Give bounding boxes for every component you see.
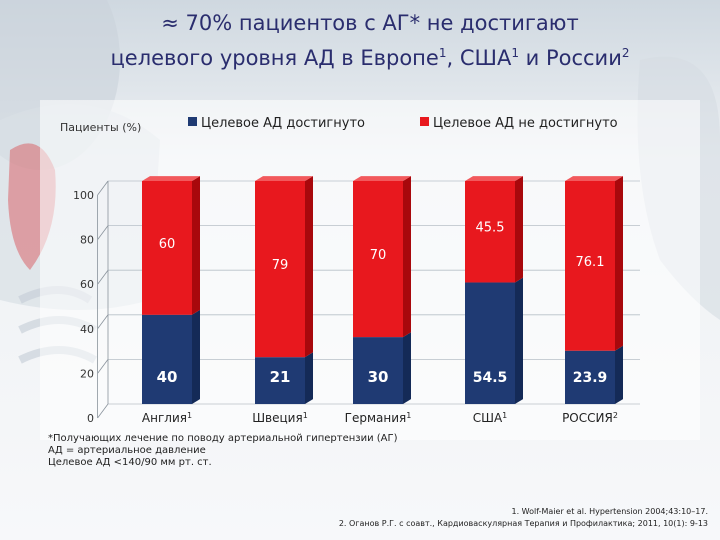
y-tick-label: 100 <box>73 189 94 202</box>
bar-side-not-achieved <box>192 176 200 315</box>
bar-not-achieved <box>465 181 515 283</box>
bar-achieved <box>565 350 615 404</box>
bar-achieved <box>353 337 403 404</box>
legend-item-achieved: Целевое АД достигнуто <box>188 116 365 131</box>
data-label-achieved: 30 <box>368 368 389 386</box>
y-tick-label: 20 <box>80 367 94 380</box>
bar-top-face <box>353 176 411 181</box>
legend-swatch-not-achieved <box>420 117 429 126</box>
bar-achieved <box>255 357 305 404</box>
bar-top-face <box>565 176 623 181</box>
gridline-depth <box>97 359 109 374</box>
bar-side-achieved <box>403 332 411 404</box>
bar-side-not-achieved <box>615 176 623 351</box>
footnote: *Получающих лечение по поводу артериальн… <box>48 433 398 469</box>
bar-top-face <box>255 176 313 181</box>
gridline-depth <box>97 403 109 419</box>
data-label-not-achieved: 76.1 <box>576 255 605 270</box>
gridline-depth <box>97 269 109 285</box>
bar-side-not-achieved <box>403 176 411 338</box>
gridline-depth <box>97 314 109 330</box>
data-label-not-achieved: 60 <box>159 237 176 252</box>
y-tick-label: 80 <box>80 234 94 247</box>
data-label-achieved: 21 <box>270 368 291 386</box>
references: 1. Wolf-Maier et al. Hypertension 2004;4… <box>339 506 708 530</box>
legend-item-not-achieved: Целевое АД не достигнуто <box>420 116 618 131</box>
title-sup-2: 1 <box>511 46 519 60</box>
title-line-2b: , США <box>446 46 512 70</box>
title-line-2a: целевого уровня АД в Европе <box>110 46 439 70</box>
bar-achieved <box>465 282 515 404</box>
bar-top-face <box>465 176 523 181</box>
bar-side-achieved <box>615 345 623 404</box>
bar-top-face <box>142 176 200 181</box>
x-tick-label: Швеция1 <box>252 411 308 426</box>
bar-side-not-achieved <box>305 176 313 358</box>
data-label-achieved: 54.5 <box>473 370 508 386</box>
reference-1: 1. Wolf-Maier et al. Hypertension 2004;4… <box>511 507 709 516</box>
bar-side-achieved <box>192 309 200 404</box>
data-label-achieved: 40 <box>157 368 178 386</box>
title-sup-1: 1 <box>438 46 447 60</box>
bar-side-achieved <box>305 352 313 404</box>
x-tick-label: США1 <box>473 411 508 426</box>
bar-side-not-achieved <box>515 176 523 283</box>
x-tick-label: Германия1 <box>345 411 412 426</box>
title-sup-3: 2 <box>621 46 630 60</box>
footnote-line-2: АД = артериальное давление <box>48 445 206 456</box>
bar-not-achieved <box>353 181 403 338</box>
y-tick-label: 40 <box>80 323 94 336</box>
data-label-not-achieved: 70 <box>370 248 387 263</box>
legend-label-not-achieved: Целевое АД не достигнуто <box>433 116 618 131</box>
title-line-1: ≈ 70% пациентов с АГ* не достигают <box>161 11 579 35</box>
gridline-depth <box>97 180 109 196</box>
data-label-achieved: 23.9 <box>573 370 608 386</box>
y-tick-label: 0 <box>87 412 94 425</box>
reference-2: 2. Оганов Р.Г. с соавт., Кардиоваскулярн… <box>338 519 708 528</box>
page-title: ≈ 70% пациентов с АГ* не достигают целев… <box>60 8 680 73</box>
gridline-depth <box>97 225 109 240</box>
bar-side-achieved <box>515 277 523 404</box>
footnote-line-1: *Получающих лечение по поводу артериальн… <box>48 433 398 444</box>
x-tick-label: РОССИЯ2 <box>562 411 618 426</box>
bar-achieved <box>142 314 192 404</box>
legend-swatch-achieved <box>188 117 197 126</box>
data-label-not-achieved: 45.5 <box>476 221 505 236</box>
data-label-not-achieved: 79 <box>272 258 289 273</box>
footnote-line-3: Целевое АД <140/90 мм рт. ст. <box>48 457 212 468</box>
bar-not-achieved <box>565 181 615 351</box>
y-axis-label: Пациенты (%) <box>60 121 142 134</box>
title-line-2c: и России <box>518 46 622 70</box>
x-tick-label: Англия1 <box>142 411 192 426</box>
bar-not-achieved <box>255 181 305 358</box>
bar-not-achieved <box>142 181 192 315</box>
y-tick-label: 60 <box>80 278 94 291</box>
legend-label-achieved: Целевое АД достигнуто <box>201 116 365 131</box>
